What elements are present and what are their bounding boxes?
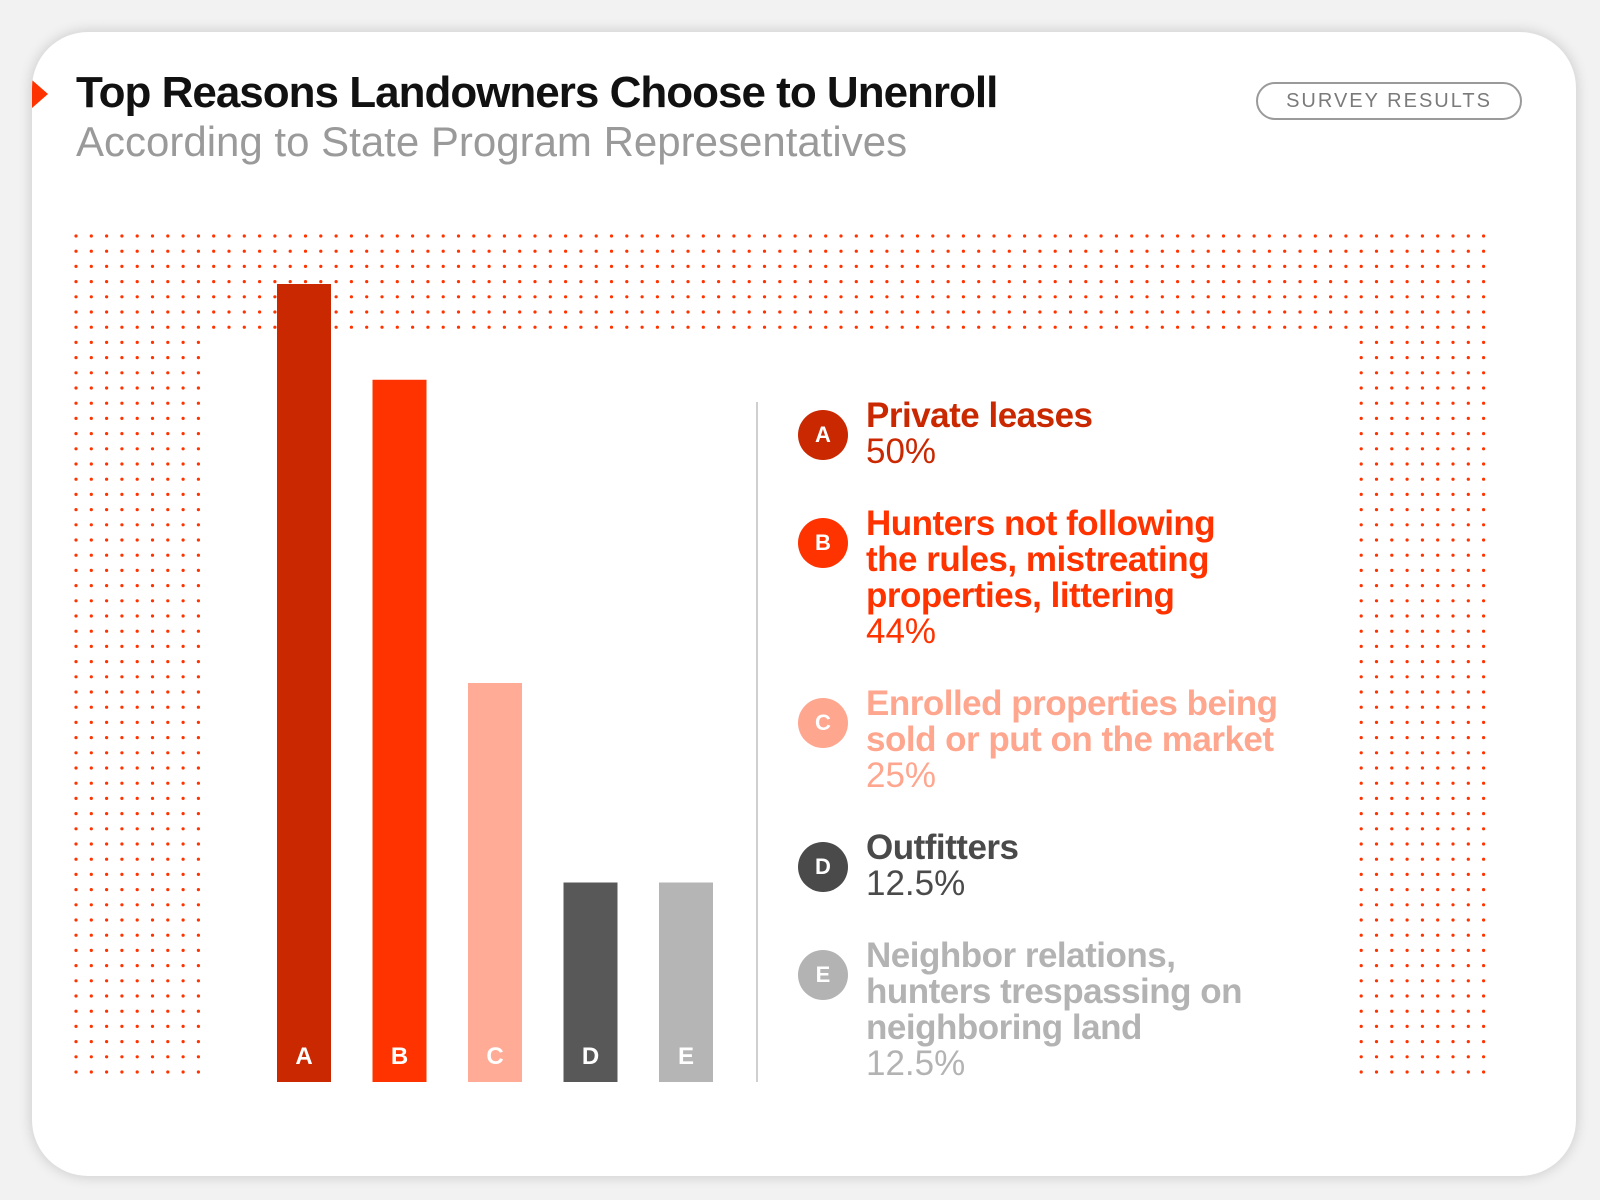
legend-label-b: Hunters not following the rules, mistrea… — [866, 504, 1216, 615]
legend-marker-a: A — [798, 410, 848, 460]
bar-label-a: A — [295, 1043, 312, 1070]
legend-label-c: Enrolled properties being sold or put on… — [866, 684, 1278, 759]
legend-value-e: 12.5% — [866, 1044, 966, 1083]
bar-e — [659, 882, 713, 1082]
legend-item-b: B Hunters not following the rules, mistr… — [798, 506, 1358, 650]
bar-a — [277, 284, 331, 1082]
bar-c — [468, 683, 522, 1082]
legend-value-c: 25% — [866, 756, 937, 795]
bar-d — [563, 882, 618, 1082]
bars-group: A B C D E — [277, 284, 713, 1082]
bar-label-b: B — [391, 1043, 408, 1070]
legend-marker-c: C — [798, 698, 848, 748]
chart-legend: A Private leases 50% B Hunters not follo… — [798, 398, 1358, 1082]
legend-marker-e: E — [798, 950, 848, 1000]
legend-marker-b: B — [798, 518, 848, 568]
survey-results-badge: SURVEY RESULTS — [1256, 82, 1522, 120]
legend-label-a: Private leases — [866, 396, 1093, 435]
legend-item-e: E Neighbor relations, hunters trespassin… — [798, 938, 1358, 1082]
legend-value-b: 44% — [866, 612, 937, 651]
bar-b — [372, 379, 427, 1082]
bar-label-c: C — [486, 1043, 503, 1070]
chart-subtitle: According to State Program Representativ… — [76, 118, 908, 165]
bar-label-d: D — [582, 1043, 599, 1070]
bar-label-e: E — [678, 1043, 694, 1070]
chart-title: Top Reasons Landowners Choose to Unenrol… — [76, 68, 998, 117]
legend-value-a: 50% — [866, 432, 937, 471]
legend-item-d: D Outfitters 12.5% — [798, 830, 1358, 902]
title-marker-icon — [32, 80, 48, 108]
legend-label-d: Outfitters — [866, 828, 1019, 867]
legend-marker-d: D — [798, 842, 848, 892]
chart-card: Top Reasons Landowners Choose to Unenrol… — [32, 32, 1576, 1176]
legend-item-c: C Enrolled properties being sold or put … — [798, 686, 1358, 794]
bar-chart: A B C D E — [74, 234, 1486, 1118]
legend-value-d: 12.5% — [866, 864, 966, 903]
legend-label-e: Neighbor relations, hunters trespassing … — [866, 936, 1243, 1047]
legend-item-a: A Private leases 50% — [798, 398, 1358, 470]
